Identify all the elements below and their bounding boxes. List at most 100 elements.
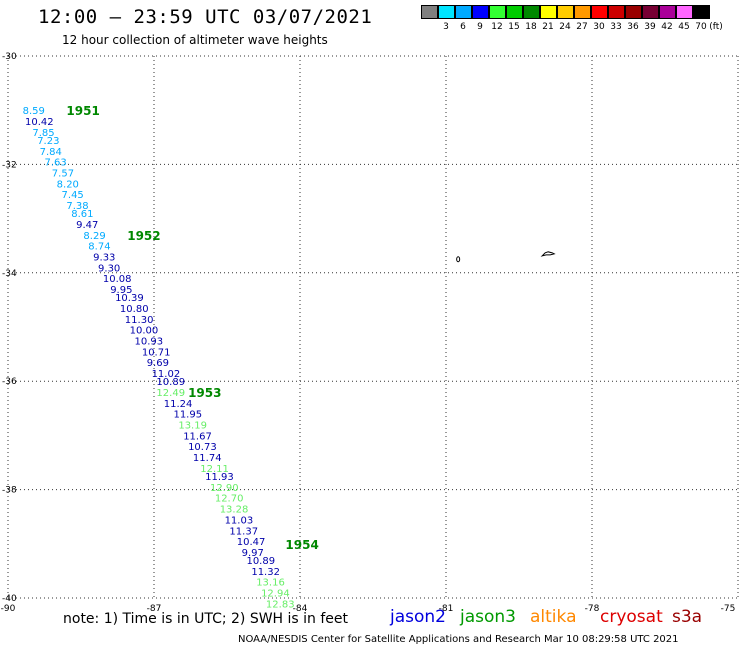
colorbar-label: 24 [559, 22, 571, 32]
wave-height-label: 9.33 [93, 253, 115, 264]
colorbar-swatch [523, 5, 540, 19]
wave-height-label: 11.02 [152, 369, 181, 380]
time-labels: 1951 1952 1953 1954 [66, 104, 318, 552]
wave-height-label: 13.19 [178, 421, 207, 432]
wave-height-label: 9.69 [147, 358, 169, 369]
wave-height-label: 11.74 [193, 453, 222, 464]
wave-height-label: 7.45 [62, 190, 84, 201]
observation-labels: 8.5910.427.857.237.847.637.578.207.457.3… [23, 106, 295, 610]
colorbar-label: 18 [525, 22, 537, 32]
colorbar-label: 39 [644, 22, 656, 32]
wave-height-label: 12.90 [210, 483, 239, 494]
wave-height-label: 10.71 [142, 347, 171, 358]
wave-height-label: 10.39 [115, 293, 144, 304]
wave-height-label: 12.11 [200, 464, 229, 475]
colorbar-swatch [574, 5, 591, 19]
wave-height-label: 11.37 [229, 526, 258, 537]
wave-height-label: 11.32 [251, 567, 280, 578]
wave-height-label: 12.94 [261, 589, 290, 600]
wave-height-label: 11.93 [205, 472, 234, 483]
time-label: 1952 [127, 229, 160, 243]
lon-tick-label: -78 [585, 604, 600, 614]
colorbar-swatch [506, 5, 523, 19]
island-outlines [456, 251, 556, 263]
colorbar-label: 6 [460, 22, 466, 32]
lon-tick-label: -87 [147, 604, 162, 614]
wave-height-label: 8.29 [83, 231, 105, 242]
wave-height-label: 10.73 [188, 442, 217, 453]
wave-height-label: 10.89 [156, 377, 185, 388]
colorbar-swatch [421, 5, 438, 19]
wave-height-label: 7.57 [52, 169, 74, 180]
wave-height-label: 8.74 [88, 242, 110, 253]
wave-height-label: 10.47 [237, 537, 266, 548]
colorbar-label: 42 [661, 22, 673, 32]
map-subtitle: 12 hour collection of altimeter wave hei… [62, 33, 328, 47]
wave-height-label: 8.20 [57, 179, 79, 190]
time-label: 1953 [188, 386, 221, 400]
time-label: 1951 [66, 104, 99, 118]
colorbar-label: 9 [477, 22, 483, 32]
wave-height-label: 7.84 [40, 147, 62, 158]
colorbar-swatch [557, 5, 574, 19]
footer-credit: NOAA/NESDIS Center for Satellite Applica… [238, 634, 679, 645]
wave-height-label: 12.70 [215, 494, 244, 505]
wave-height-label: 11.03 [225, 515, 254, 526]
colorbar-swatch [591, 5, 608, 19]
lat-tick-label: -30 [2, 52, 17, 62]
wave-height-label: 7.85 [32, 128, 54, 139]
wave-height-label: 11.67 [183, 431, 212, 442]
lon-tick-label: -90 [1, 604, 16, 614]
satellite-legend-s3a: s3a [672, 607, 703, 627]
wave-height-label: 13.16 [256, 578, 285, 589]
wave-height-label: 8.61 [71, 209, 93, 220]
lon-tick-label: -75 [721, 604, 736, 614]
colorbar-label: 70 [695, 22, 707, 32]
colorbar-swatch [642, 5, 659, 19]
wave-height-label: 12.83 [266, 599, 295, 610]
colorbar-label: 12 [491, 22, 503, 32]
wave-height-label: 11.30 [125, 315, 154, 326]
colorbar-label: 36 [627, 22, 639, 32]
colorbar-unit: (ft) [709, 22, 723, 32]
wave-height-label: 10.00 [130, 326, 159, 337]
colorbar-label: 33 [610, 22, 622, 32]
satellite-legend-altika: altika [530, 607, 577, 627]
axis-tick-labels: -90 -87 -84 -81 -78 -75 -30 -32 -34 -36 -38 -40 [1, 52, 736, 614]
time-label: 1954 [285, 538, 318, 552]
lat-tick-label: -40 [2, 594, 17, 604]
units-note: note: 1) Time is in UTC; 2) SWH is in fe… [63, 611, 349, 627]
colorbar-swatch [455, 5, 472, 19]
lat-tick-label: -36 [2, 377, 17, 387]
satellite-legend-jason3: jason3 [460, 607, 516, 627]
colorbar-swatch [676, 5, 693, 19]
map-title: 12:00 – 23:59 UTC 03/07/2021 [38, 6, 373, 28]
colorbar-label: 21 [542, 22, 554, 32]
colorbar-swatch [659, 5, 676, 19]
wave-height-label: 11.95 [173, 410, 202, 421]
lat-tick-label: -32 [2, 160, 17, 170]
colorbar-label: 30 [593, 22, 605, 32]
lon-tick-label: -81 [439, 604, 454, 614]
wave-height-label: 10.42 [25, 117, 54, 128]
colorbar-swatch [625, 5, 642, 19]
wave-height-label: 9.47 [76, 220, 98, 231]
colorbar-swatch [693, 5, 710, 19]
colorbar-label: 27 [576, 22, 588, 32]
lat-tick-label: -34 [2, 269, 17, 279]
island-outline [456, 256, 461, 263]
colorbar-label: 15 [508, 22, 520, 32]
wave-height-label: 9.95 [110, 285, 132, 296]
lon-tick-label: -84 [293, 604, 308, 614]
island-outline [540, 251, 556, 257]
wave-height-label: 9.97 [242, 548, 264, 559]
colorbar-swatch [608, 5, 625, 19]
wave-height-label: 10.93 [135, 337, 164, 348]
satellite-legend-jason2: jason2 [390, 607, 446, 627]
satellite-legend-cryosat: cryosat [600, 607, 663, 627]
colorbar-swatch [540, 5, 557, 19]
wave-height-label: 13.28 [220, 505, 249, 516]
wave-height-label: 7.23 [37, 136, 59, 147]
wave-height-label: 7.38 [66, 201, 88, 212]
